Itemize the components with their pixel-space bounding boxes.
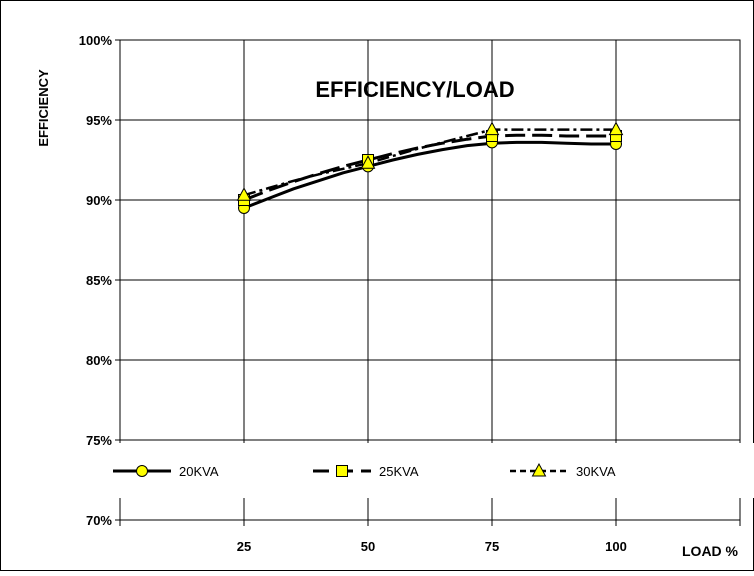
data-point-30kva — [360, 155, 376, 169]
legend-label: 30KVA — [576, 464, 616, 479]
legend-marker — [136, 465, 148, 477]
plot-frame — [119, 39, 741, 521]
x-axis-label: LOAD % — [682, 543, 739, 559]
y-tick-label: 95% — [86, 113, 112, 128]
x-tick-label: 75 — [485, 539, 499, 554]
legend-label: 20KVA — [179, 464, 219, 479]
y-tick-label: 80% — [86, 353, 112, 368]
chart-title: EFFICIENCY/LOAD — [315, 77, 514, 102]
data-point-30kva — [236, 187, 252, 201]
y-tick-label: 100% — [79, 33, 113, 48]
axis-layer: 70% 75% 80% 85% 90% 95% 100% 25 50 75 100 — [79, 33, 741, 554]
x-tick-label: 50 — [361, 539, 375, 554]
series-line-20kva — [243, 140, 616, 210]
x-tick-label: 25 — [237, 539, 251, 554]
legend-box — [112, 443, 754, 498]
y-tick-label: 85% — [86, 273, 112, 288]
x-tick-label: 100 — [605, 539, 627, 554]
legend-layer: 20KVA 25KVA 30KVA — [113, 462, 616, 479]
series-layer — [236, 121, 624, 214]
data-point-30kva — [484, 121, 500, 136]
y-tick-label: 70% — [86, 513, 112, 528]
legend-label: 25KVA — [379, 464, 419, 479]
y-tick-label: 90% — [86, 193, 112, 208]
legend-marker — [531, 462, 547, 477]
data-point-30kva — [608, 121, 624, 136]
y-axis-label: EFFICIENCY — [36, 69, 51, 147]
series-line-30kva — [243, 128, 616, 197]
y-tick-label: 75% — [86, 433, 112, 448]
legend-marker — [336, 465, 348, 477]
